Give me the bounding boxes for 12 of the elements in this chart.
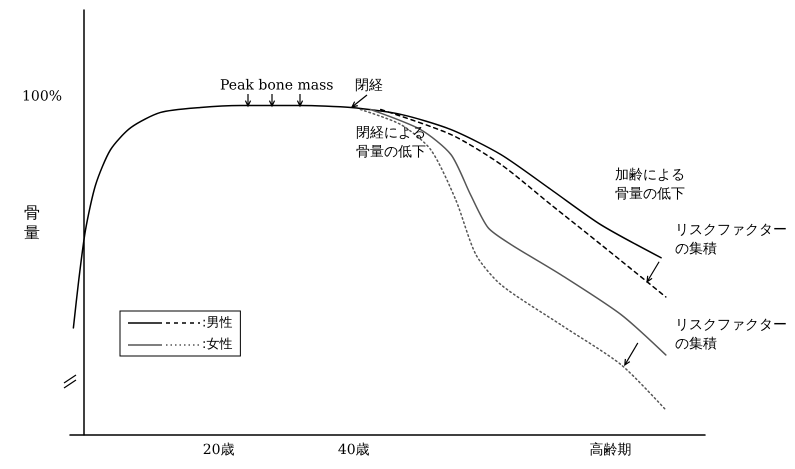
- legend-label: :男性: [202, 316, 232, 330]
- text: Peak bone mass: [220, 76, 334, 96]
- x-tick-label: 高齢期: [589, 442, 632, 458]
- legend-label: :女性: [202, 337, 232, 352]
- annotation: リスクファクターの集積: [675, 221, 788, 259]
- annotation: リスクファクターの集積: [675, 316, 788, 354]
- text: 100%: [22, 88, 62, 106]
- y-axis-title: 骨量: [24, 203, 40, 242]
- text: 閉経: [355, 76, 383, 96]
- x-tick-label: 20歳: [202, 442, 235, 458]
- x-tick-label: 40歳: [338, 442, 370, 458]
- annotation: 加齢による骨量の低下: [615, 166, 686, 204]
